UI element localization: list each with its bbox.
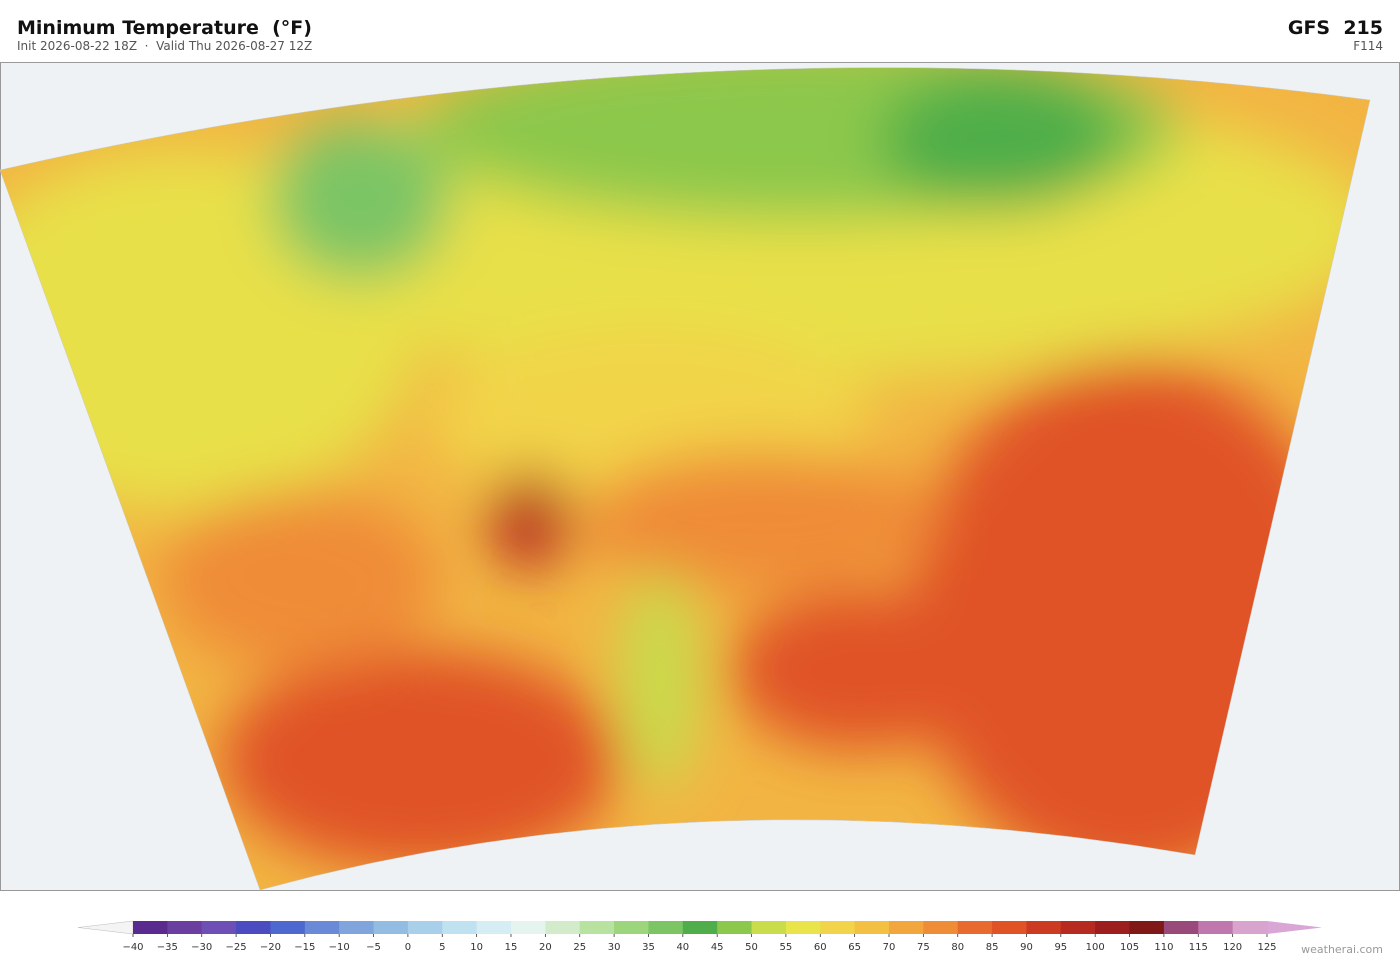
colorbar-tick-label: 65 xyxy=(848,942,861,953)
colorbar-segment xyxy=(167,921,203,934)
colorbar-segment xyxy=(820,921,856,934)
colorbar-tick-label: −40 xyxy=(122,942,143,953)
subtitle: Init 2026-08-22 18Z · Valid Thu 2026-08-… xyxy=(17,39,312,53)
credit: weatherai.com xyxy=(1301,943,1383,956)
colorbar-tick-label: −30 xyxy=(191,942,212,953)
colorbar-tick-label: 120 xyxy=(1223,942,1242,953)
colorbar-tick-label: −35 xyxy=(157,942,178,953)
colorbar-tick-label: 15 xyxy=(505,942,518,953)
colorbar-segment xyxy=(751,921,787,934)
colorbar-segment xyxy=(545,921,581,934)
temperature-field xyxy=(0,67,1370,891)
colorbar-tick-label: 95 xyxy=(1054,942,1067,953)
colorbar-tick-label: 35 xyxy=(642,942,655,953)
colorbar: −40 −35 −30 −25 −20 −15 −10 −5 0 5 10 15 20 25 30 35 40 4… xyxy=(77,920,1322,953)
colorbar-segment xyxy=(889,921,924,934)
colorbar-tick-label: 85 xyxy=(986,942,999,953)
colorbar-tick-label: 30 xyxy=(608,942,621,953)
colorbar-tick-label: 55 xyxy=(780,942,793,953)
colorbar-segment xyxy=(854,921,890,934)
colorbar-tick-label: 25 xyxy=(573,942,586,953)
colorbar-segment xyxy=(682,921,718,934)
model-name: GFS 215 xyxy=(1288,17,1383,39)
colorbar-tick-label: 10 xyxy=(470,942,483,953)
colorbar-tick-label: 75 xyxy=(917,942,930,953)
colorbar-tick-label: 45 xyxy=(711,942,724,953)
colorbar-tick-label: 105 xyxy=(1120,942,1139,953)
colorbar-tick-label: −15 xyxy=(294,942,315,953)
colorbar-segment xyxy=(1095,921,1131,934)
colorbar-segment xyxy=(648,921,684,934)
colorbar-segment xyxy=(442,921,478,934)
colorbar-segment xyxy=(923,921,959,934)
colorbar-tick-label: 60 xyxy=(814,942,827,953)
colorbar-tick-label: 80 xyxy=(951,942,964,953)
title: Minimum Temperature (°F) xyxy=(17,17,312,39)
colorbar-segment xyxy=(133,921,168,934)
colorbar-segment xyxy=(236,921,271,934)
colorbar-tick-label: 5 xyxy=(439,942,445,953)
colorbar-under xyxy=(77,920,134,935)
colorbar-tick-label: 40 xyxy=(676,942,689,953)
colorbar-tick-label: 100 xyxy=(1086,942,1105,953)
colorbar-segment xyxy=(373,921,409,934)
colorbar-segment xyxy=(992,921,1027,934)
colorbar-segment xyxy=(511,921,546,934)
colorbar-segment xyxy=(304,921,340,934)
colorbar-segment xyxy=(614,921,649,934)
colorbar-tick-label: 115 xyxy=(1189,942,1208,953)
colorbar-segment xyxy=(407,921,443,934)
colorbar-segment xyxy=(957,921,993,934)
colorbar-tick-label: −5 xyxy=(366,942,381,953)
colorbar-segment xyxy=(1129,921,1165,934)
colorbar-segment xyxy=(339,921,375,934)
colorbar-tick-label: 90 xyxy=(1020,942,1033,953)
colorbar-segment xyxy=(1198,921,1234,934)
colorbar-tick-label: 110 xyxy=(1154,942,1173,953)
colorbar-over xyxy=(1267,921,1322,934)
colorbar-segment xyxy=(1060,921,1096,934)
colorbar-tick-label: 0 xyxy=(405,942,411,953)
colorbar-segment xyxy=(270,921,306,934)
colorbar-tick-label: 50 xyxy=(745,942,758,953)
colorbar-tick-label: −10 xyxy=(329,942,350,953)
colorbar-segment xyxy=(1232,921,1268,934)
colorbar-segment xyxy=(579,921,615,934)
colorbar-segment xyxy=(717,921,753,934)
colorbar-segment xyxy=(785,921,821,934)
colorbar-tick-label: 20 xyxy=(539,942,552,953)
colorbar-segment xyxy=(1163,921,1199,934)
colorbar-tick-label: −25 xyxy=(226,942,247,953)
colorbar-segment xyxy=(1026,921,1062,934)
colorbar-tick-label: −20 xyxy=(260,942,281,953)
forecast-hour: F114 xyxy=(1353,39,1383,53)
colorbar-tick-label: 70 xyxy=(883,942,896,953)
domain-outline xyxy=(0,67,1371,891)
colorbar-segment xyxy=(201,921,237,934)
colorbar-segment xyxy=(476,921,512,934)
colorbar-tick-label: 125 xyxy=(1257,942,1276,953)
